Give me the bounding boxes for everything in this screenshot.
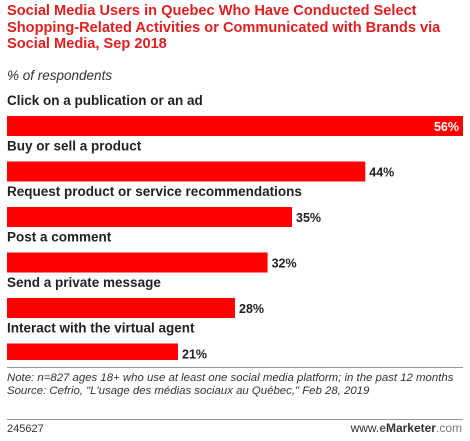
- chart-title: Social Media Users in Quebec Who Have Co…: [7, 3, 441, 52]
- value-label: 32%: [272, 257, 297, 271]
- brand-tld: .com: [435, 421, 462, 435]
- category-label: Click on a publication or an ad: [7, 93, 203, 108]
- bar[interactable]: [7, 252, 268, 273]
- value-label: 28%: [239, 302, 264, 316]
- category-label: Post a comment: [7, 230, 112, 245]
- bar[interactable]: [7, 207, 292, 227]
- value-label: 56%: [434, 120, 459, 134]
- value-label: 21%: [182, 348, 207, 361]
- note-text: Note: n=827 ages 18+ who use at least on…: [7, 372, 454, 384]
- divider-top: [7, 367, 463, 368]
- category-label: Send a private message: [7, 275, 161, 290]
- value-label: 44%: [369, 166, 394, 180]
- bar[interactable]: [7, 116, 463, 136]
- value-label: 35%: [296, 211, 321, 225]
- category-label: Interact with the virtual agent: [7, 321, 195, 336]
- bar-chart: Click on a publication or an ad 56% Buy or…: [7, 93, 463, 361]
- emarketer-logo[interactable]: www.eMarketer.com: [351, 421, 462, 435]
- chart-id: 245627: [7, 423, 44, 435]
- bar[interactable]: [7, 343, 178, 361]
- divider-bottom: [7, 419, 463, 420]
- chart-footnote: Note: n=827 ages 18+ who use at least on…: [7, 372, 463, 398]
- brand-name: Marketer: [385, 421, 436, 435]
- brand-e: e: [379, 421, 386, 435]
- category-label: Buy or sell a product: [7, 139, 142, 154]
- source-text: Source: Cefrio, "L'usage des médias soci…: [7, 385, 370, 398]
- bar[interactable]: [7, 161, 366, 182]
- bar[interactable]: [7, 298, 235, 318]
- chart-subtitle: % of respondents: [7, 68, 113, 83]
- category-label: Request product or service recommendatio…: [7, 184, 302, 199]
- brand-www: www.: [350, 421, 380, 435]
